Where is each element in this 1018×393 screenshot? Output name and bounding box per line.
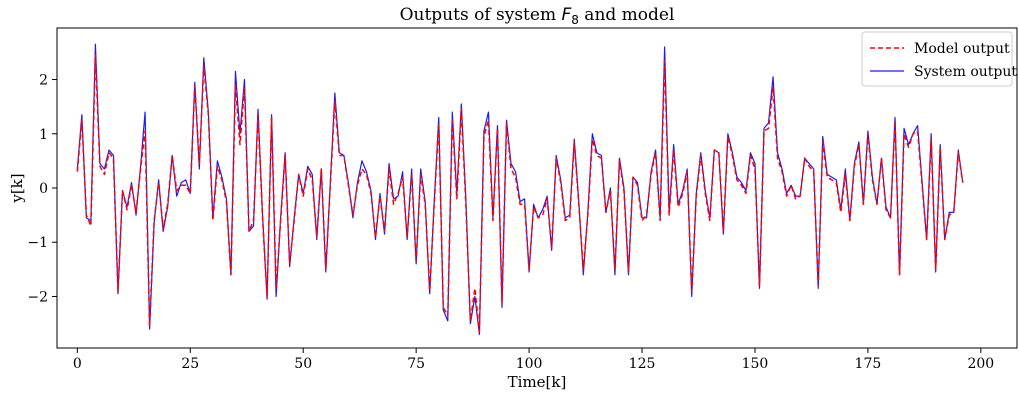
legend-box — [861, 31, 1013, 87]
legend-label-model-output: Model output — [914, 41, 1010, 57]
y-tick-label: −1 — [27, 235, 48, 251]
x-tick-label: 0 — [73, 356, 82, 372]
axis-ticks: 0 25 50 75 100 125 150 175 200 −2 −1 0 1 2 — [27, 73, 994, 372]
series-line-system-output — [76, 43, 964, 336]
legend: Model output System output — [861, 31, 1017, 87]
y-tick-label: 2 — [39, 73, 48, 89]
chart-title: Outputs of system F8 and model — [400, 5, 675, 27]
x-tick-label: 50 — [294, 356, 312, 372]
x-tick-label: 175 — [855, 356, 882, 372]
x-tick-label: 150 — [742, 356, 769, 372]
y-axis-label: y[k] — [8, 173, 26, 203]
chart-title-variable: F — [561, 5, 571, 25]
chart-title-prefix: Outputs of system — [400, 5, 562, 25]
x-tick-label: 200 — [967, 356, 994, 372]
x-tick-label: 25 — [181, 356, 199, 372]
chart-title-suffix: and model — [579, 5, 675, 25]
chart-title-subscript: 8 — [571, 13, 579, 27]
x-tick-label: 75 — [407, 356, 425, 372]
y-tick-label: −2 — [27, 289, 48, 305]
x-axis-label: Time[k] — [508, 373, 567, 391]
x-tick-label: 125 — [629, 356, 656, 372]
plot-area — [56, 27, 1018, 349]
legend-label-system-output: System output — [914, 64, 1017, 80]
x-tick-label: 100 — [516, 356, 543, 372]
series-line-model-output — [76, 54, 964, 333]
y-tick-label: 0 — [39, 181, 48, 197]
series-layer — [76, 43, 964, 336]
y-tick-label: 1 — [39, 127, 48, 143]
